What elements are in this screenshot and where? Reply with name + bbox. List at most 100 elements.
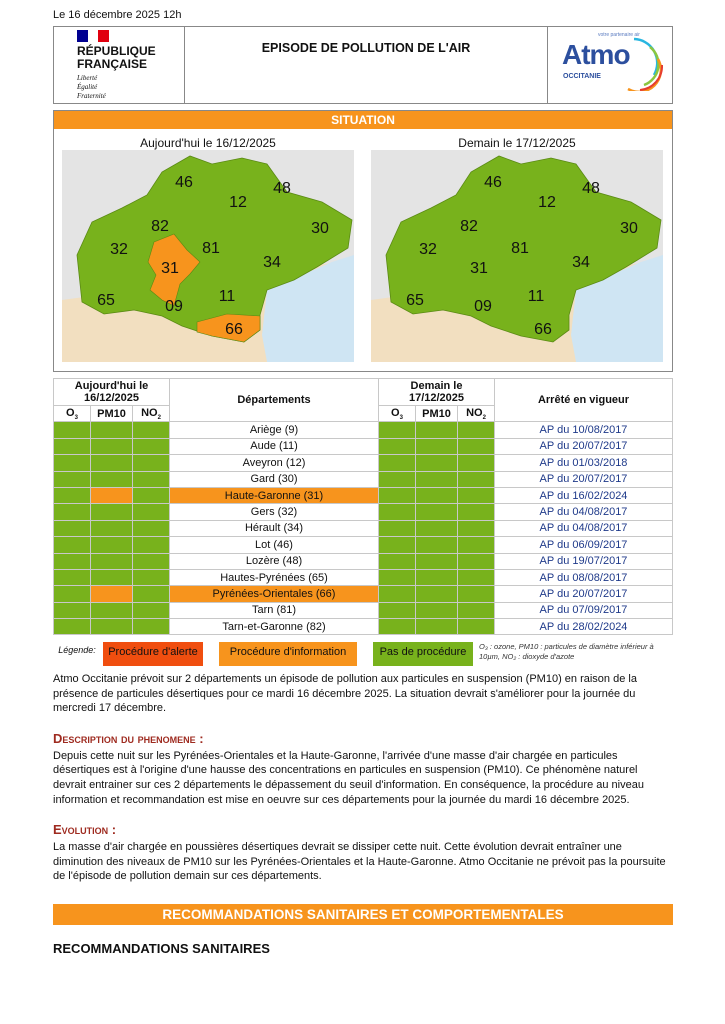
table-row: Tarn (81) AP du 07/09/2017 (53, 601, 673, 620)
intro-text: Atmo Occitanie prévoit sur 2 département… (53, 673, 637, 715)
arrete-link[interactable]: AP du 16/02/2024 (494, 486, 673, 505)
today-no2-cell (132, 601, 170, 620)
department-label: 34 (572, 254, 590, 271)
department-label: 11 (219, 288, 236, 305)
today-pm10-cell (90, 470, 133, 488)
department-label: 31 (161, 260, 179, 277)
department-label: 81 (202, 240, 220, 257)
table-row: Ariège (9) AP du 10/08/2017 (53, 421, 673, 439)
tomorrow-o3-cell (378, 585, 416, 603)
tomorrow-o3-cell (378, 421, 416, 439)
o3-header: O3 (53, 404, 91, 423)
department-label: 11 (528, 288, 545, 305)
today-o3-cell (53, 454, 91, 472)
tomorrow-header: Demain le 17/12/2025 (378, 378, 495, 406)
arrete-link[interactable]: AP du 20/07/2017 (494, 437, 673, 456)
today-o3-cell (53, 536, 91, 554)
departments-header: Départements (169, 377, 379, 423)
header-table: RÉPUBLIQUE FRANÇAISE Liberté Égalité Frater… (53, 26, 673, 104)
tomorrow-no2-cell (457, 552, 495, 570)
department-name: Tarn (81) (169, 601, 379, 620)
page-title: EPISODE DE POLLUTION DE L'AIR (185, 27, 548, 103)
today-o3-cell (53, 568, 91, 587)
rf-line1: RÉPUBLIQUE (77, 44, 156, 58)
department-label: 32 (110, 241, 128, 258)
tomorrow-pm10-cell (415, 454, 458, 472)
arrete-link[interactable]: AP du 06/09/2017 (494, 536, 673, 554)
tomorrow-o3-cell (378, 552, 416, 570)
tomorrow-no2-cell (457, 503, 495, 521)
today-no2-cell (132, 486, 170, 505)
report-date: Le 16 décembre 2025 12h (53, 9, 182, 21)
situation-section: SITUATION Aujourd'hui le 16/12/2025 Dema… (53, 110, 673, 372)
tomorrow-pm10-cell (415, 421, 458, 439)
today-no2-cell (132, 618, 170, 636)
tomorrow-o3-cell (378, 503, 416, 521)
legend-label: Légende: (58, 645, 96, 655)
arrete-link[interactable]: AP du 20/07/2017 (494, 470, 673, 488)
department-name: Lot (46) (169, 536, 379, 554)
tomorrow-o3-cell (378, 601, 416, 620)
republique-francaise-logo: RÉPUBLIQUE FRANÇAISE Liberté Égalité Frater… (54, 27, 185, 103)
department-name: Aude (11) (169, 437, 379, 456)
atmo-region: OCCITANIE (563, 73, 601, 80)
pm10-header: PM10 (415, 404, 458, 423)
tomorrow-o3-cell (378, 568, 416, 587)
arrete-link[interactable]: AP du 04/08/2017 (494, 519, 673, 538)
arrete-link[interactable]: AP du 19/07/2017 (494, 552, 673, 570)
arrete-link[interactable]: AP du 07/09/2017 (494, 601, 673, 620)
department-name: Hautes-Pyrénées (65) (169, 568, 379, 587)
tomorrow-map-title: Demain le 17/12/2025 (458, 136, 576, 150)
today-pm10-cell (90, 503, 133, 521)
tomorrow-no2-cell (457, 454, 495, 472)
tomorrow-no2-cell (457, 585, 495, 603)
tomorrow-pm10-cell (415, 503, 458, 521)
today-pm10-cell (90, 486, 133, 505)
arrete-link[interactable]: AP du 28/02/2024 (494, 618, 673, 636)
departments-table: Aujourd'hui le 16/12/2025 Départements Dem… (53, 377, 673, 636)
no2-header: NO2 (457, 404, 495, 423)
motto-1: Liberté (77, 74, 98, 82)
today-map: 46 48 12 30 82 81 32 34 31 65 09 11 66 (62, 150, 354, 362)
department-name: Gers (32) (169, 503, 379, 521)
tomorrow-map: 46 48 12 30 82 81 32 34 31 65 09 11 66 (371, 150, 663, 362)
table-row: Lozère (48) AP du 19/07/2017 (53, 552, 673, 570)
today-o3-cell (53, 503, 91, 521)
tomorrow-pm10-cell (415, 601, 458, 620)
department-label: 81 (511, 240, 529, 257)
arrete-link[interactable]: AP du 08/08/2017 (494, 568, 673, 587)
arrete-link[interactable]: AP du 01/03/2018 (494, 454, 673, 472)
arrete-link[interactable]: AP du 10/08/2017 (494, 421, 673, 439)
table-row: Pyrénées-Orientales (66) AP du 20/07/2017 (53, 585, 673, 603)
tomorrow-pm10-cell (415, 552, 458, 570)
arrete-link[interactable]: AP du 20/07/2017 (494, 585, 673, 603)
tomorrow-pm10-cell (415, 519, 458, 538)
today-no2-cell (132, 437, 170, 456)
tomorrow-o3-cell (378, 486, 416, 505)
today-pm10-cell (90, 536, 133, 554)
body-text-flow: Atmo Occitanie prévoit sur 2 département… (53, 672, 673, 956)
today-o3-cell (53, 585, 91, 603)
tomorrow-no2-cell (457, 519, 495, 538)
today-o3-cell (53, 437, 91, 456)
table-row: Haute-Garonne (31) AP du 16/02/2024 (53, 486, 673, 505)
today-pm10-cell (90, 437, 133, 456)
arrete-link[interactable]: AP du 04/08/2017 (494, 503, 673, 521)
today-no2-cell (132, 536, 170, 554)
today-pm10-cell (90, 552, 133, 570)
occitanie-region (385, 155, 662, 343)
department-label: 12 (538, 194, 556, 211)
legend-alerte: Procédure d'alerte (103, 642, 203, 666)
department-name: Haute-Garonne (31) (169, 486, 379, 505)
motto-2: Égalité (77, 83, 98, 91)
tomorrow-pm10-cell (415, 486, 458, 505)
occitanie-region (76, 155, 353, 343)
table-row: Hautes-Pyrénées (65) AP du 08/08/2017 (53, 568, 673, 587)
atmo-wordmark: Atmo (562, 39, 631, 70)
today-pm10-cell (90, 601, 133, 620)
department-name: Hérault (34) (169, 519, 379, 538)
today-pm10-cell (90, 454, 133, 472)
legend-pas-de-procedure: Pas de procédure (373, 642, 473, 666)
department-label: 31 (470, 260, 488, 277)
tomorrow-o3-cell (378, 437, 416, 456)
